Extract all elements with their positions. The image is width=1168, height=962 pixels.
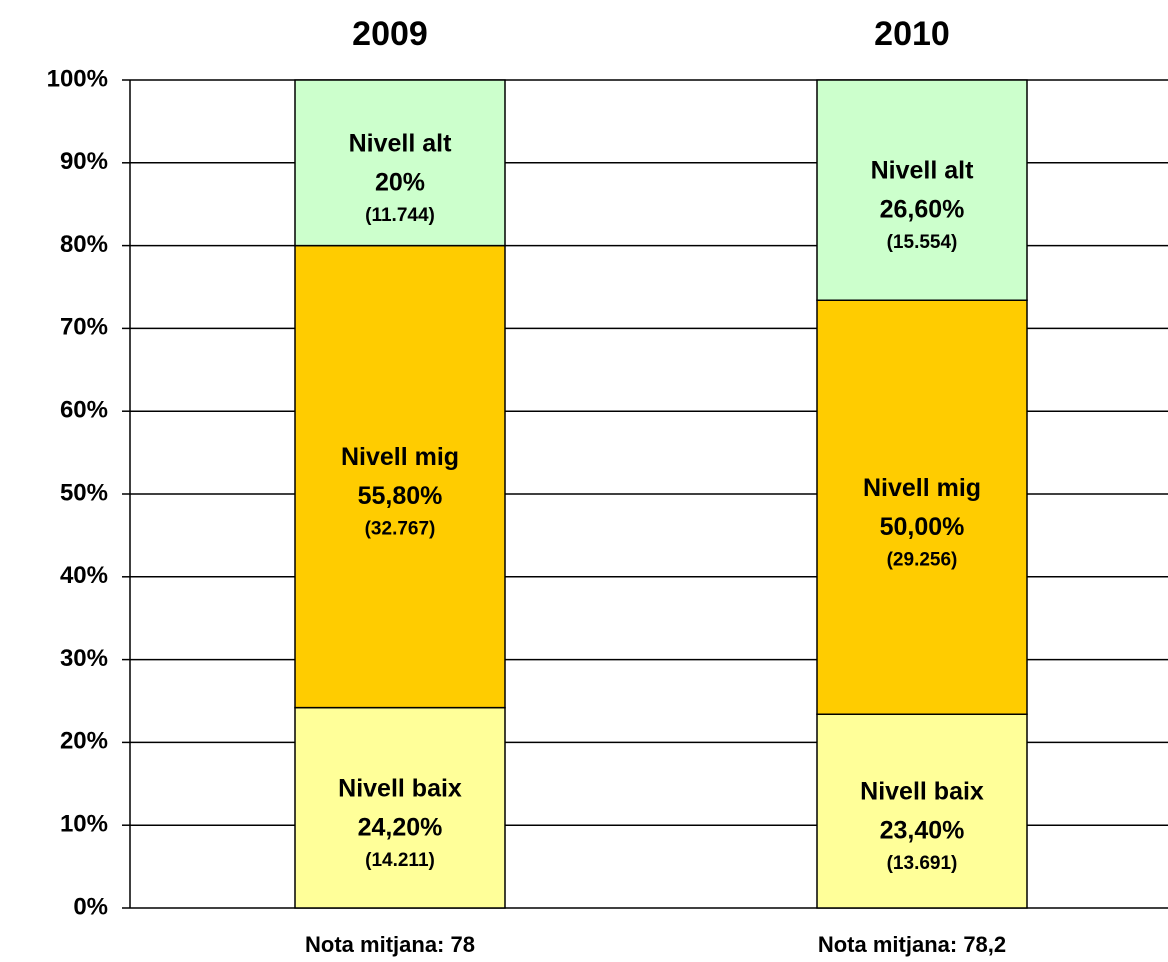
note: Nota mitjana: 78,2 <box>818 932 1006 957</box>
bar-segment <box>816 79 1028 301</box>
segment-name: Nivell alt <box>871 157 974 185</box>
category-label: 2010 <box>874 15 950 53</box>
y-tick-label: 70% <box>60 314 108 341</box>
value-label: 20% <box>375 168 425 196</box>
value-label: 23,40% <box>880 817 965 845</box>
bar-segment <box>816 299 1028 715</box>
y-tick-label: 100% <box>47 65 108 92</box>
segment-name: Nivell baix <box>860 778 984 806</box>
bar-segment <box>294 706 506 909</box>
count-label: (15.554) <box>887 232 958 253</box>
category-label: 2009 <box>352 15 428 53</box>
segment-name: Nivell alt <box>349 129 452 157</box>
value-label: 26,60% <box>880 196 965 224</box>
segment-name: Nivell mig <box>863 474 981 502</box>
y-tick-label: 50% <box>60 479 108 506</box>
note: Nota mitjana: 78 <box>305 932 475 957</box>
value-label: 55,80% <box>358 482 443 510</box>
y-tick-label: 0% <box>73 893 108 920</box>
y-tick-label: 80% <box>60 231 108 258</box>
y-tick-label: 60% <box>60 397 108 424</box>
value-label: 50,00% <box>880 513 965 541</box>
count-label: (13.691) <box>887 853 958 874</box>
value-label: 24,20% <box>358 813 443 841</box>
bar-segment <box>294 244 506 709</box>
y-tick-label: 10% <box>60 811 108 838</box>
segment-name: Nivell mig <box>341 443 459 471</box>
count-label: (11.744) <box>365 205 435 226</box>
y-tick-label: 30% <box>60 645 108 672</box>
y-tick-label: 40% <box>60 562 108 589</box>
y-tick-label: 90% <box>60 148 108 175</box>
count-label: (14.211) <box>365 850 435 871</box>
count-label: (32.767) <box>365 519 436 540</box>
count-label: (29.256) <box>887 549 958 570</box>
bar-segment <box>816 713 1028 909</box>
y-tick-label: 20% <box>60 728 108 755</box>
bar-segment <box>294 79 506 247</box>
segment-name: Nivell baix <box>338 774 462 802</box>
